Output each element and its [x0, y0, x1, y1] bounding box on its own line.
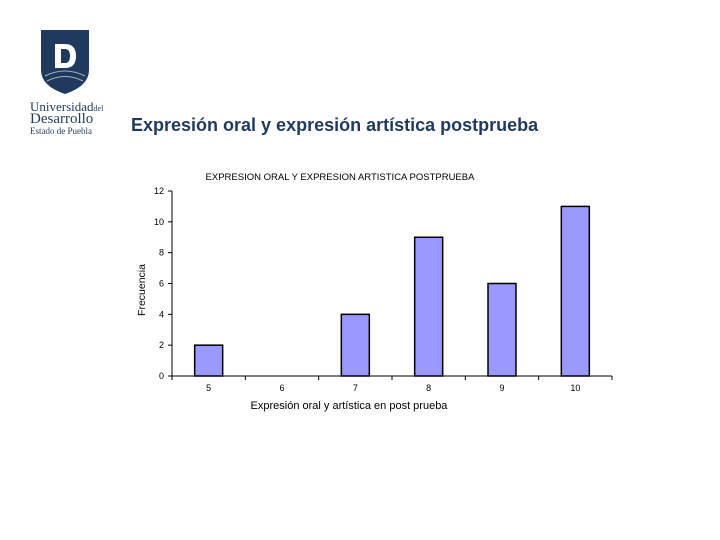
bar	[413, 236, 444, 377]
bar	[193, 344, 224, 377]
university-logo: Universidaddel Desarrollo Estado de Pueb…	[30, 30, 110, 140]
logo-name-line2: Desarrollo	[30, 111, 94, 127]
bar	[560, 205, 591, 377]
y-tick-label: 0	[159, 371, 164, 381]
bar	[340, 313, 371, 377]
bar	[487, 282, 517, 377]
y-tick-label: 6	[159, 279, 164, 289]
x-tick-label: 5	[206, 383, 211, 393]
y-tick-label: 10	[154, 217, 164, 227]
chart-title: EXPRESION ORAL Y EXPRESION ARTISTICA POS…	[206, 172, 476, 183]
y-tick-label: 8	[159, 248, 164, 258]
y-tick-label: 4	[159, 309, 164, 319]
y-tick-label: 12	[154, 186, 164, 196]
slide-title: Expresión oral y expresión artística pos…	[131, 115, 539, 135]
logo-name-line1: Universidaddel	[30, 99, 104, 114]
x-tick-label: 6	[279, 383, 284, 393]
logo-name-line3: Estado de Puebla	[30, 126, 92, 136]
x-tick-label: 8	[426, 383, 431, 393]
x-tick-label: 10	[570, 383, 580, 393]
x-axis-label: Expresión oral y artística en post prueb…	[251, 400, 449, 412]
x-tick-label: 7	[353, 383, 358, 393]
x-tick-label: 9	[499, 383, 504, 393]
y-axis-label: Frecuencia	[136, 264, 148, 316]
y-tick-label: 2	[159, 340, 164, 350]
shield-icon	[41, 30, 89, 94]
